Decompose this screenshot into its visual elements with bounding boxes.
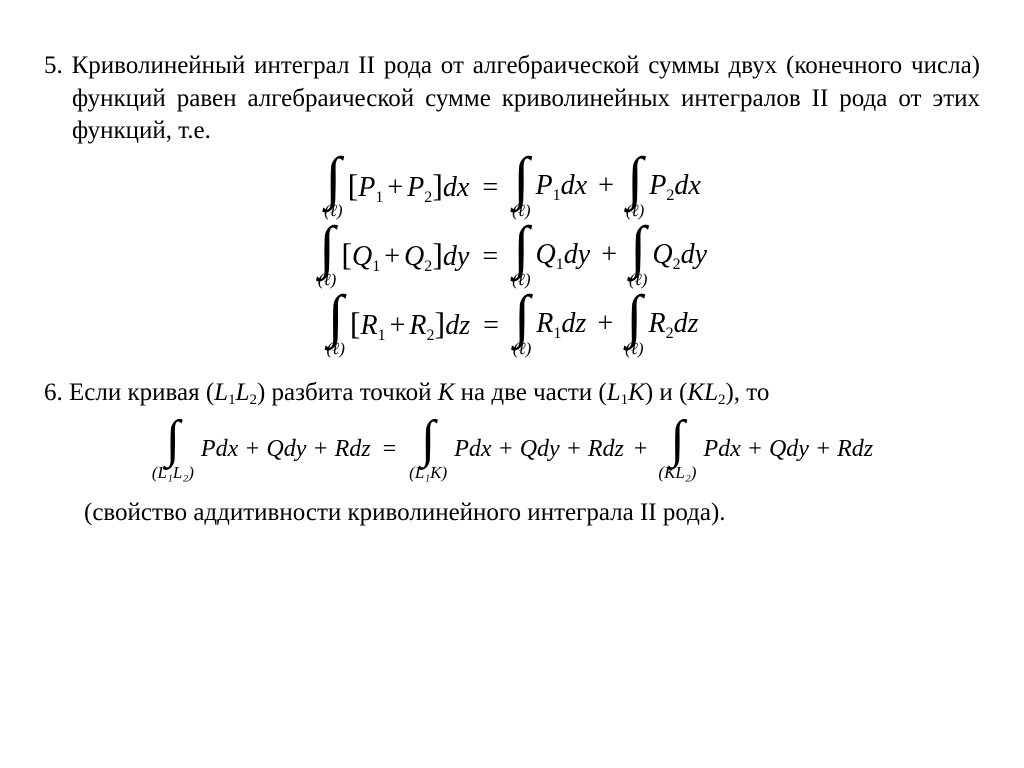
item5-num: 5. [44, 52, 63, 79]
int-icon: ∫ [324, 156, 342, 200]
page: 5. Криволинейный интеграл II рода от алг… [0, 0, 1024, 582]
int-p2: ∫ (ℓ) [626, 156, 644, 219]
additivity-note: (свойство аддитивности криволинейного ин… [44, 499, 980, 527]
equation-p: ∫ (ℓ) [P1+P2]dx = ∫ (ℓ) P1dx + ∫ (ℓ) P2d… [44, 156, 980, 219]
int-pl: ∫ (ℓ) [324, 156, 342, 219]
item6-num: 6. [44, 379, 63, 406]
int-p1: ∫ (ℓ) [512, 156, 530, 219]
equation-6: ∫ (L₁L₂) Pdx + Qdy + Rdz = ∫ (L₁K) Pdx +… [44, 418, 980, 481]
integrand-3: Pdx + Qdy + Rdz [703, 436, 873, 462]
equation-r: ∫ (ℓ) [R1+R2]dz = ∫ (ℓ) R1dz + ∫ (ℓ) R2d… [44, 294, 980, 357]
item6-paragraph: 6. Если кривая (L1L2) разбита точкой K н… [44, 377, 980, 411]
item5-paragraph: 5. Криволинейный интеграл II рода от алг… [44, 50, 980, 148]
r2-p: P2dx [649, 170, 701, 201]
equation-q: ∫ (ℓ) [Q1+Q2]dy = ∫ (ℓ) Q1dy + ∫ (ℓ) Q2d… [44, 225, 980, 288]
lhs-p: [P1+P2]dx = [348, 172, 512, 203]
integrand-1: Pdx + Qdy + Rdz = [201, 436, 408, 462]
r1-p: P1dx + [536, 170, 625, 201]
integrand-2: Pdx + Qdy + Rdz + [454, 436, 657, 462]
item5-text: Криволинейный интеграл II рода от алгебр… [63, 52, 980, 144]
